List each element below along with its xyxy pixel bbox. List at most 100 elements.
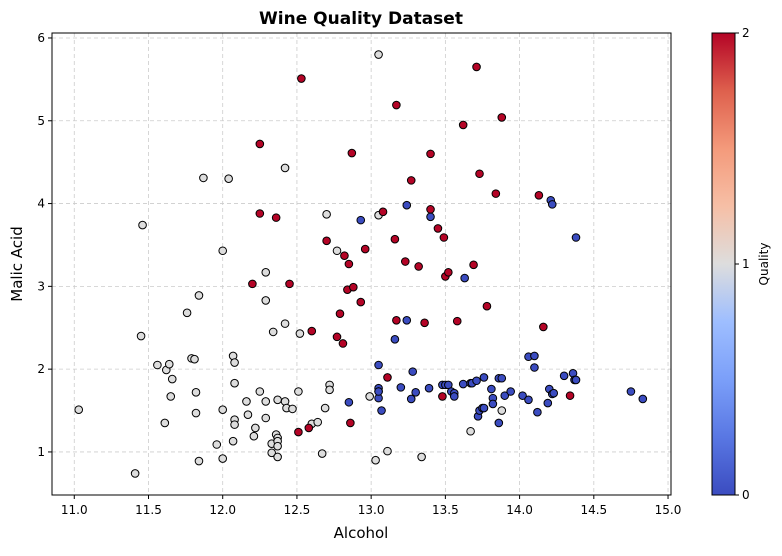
data-point-quality-2 (340, 251, 349, 261)
data-point-quality-1 (218, 405, 228, 415)
colorbar (711, 32, 736, 496)
data-point-quality-2 (438, 392, 447, 401)
data-point-quality-2 (338, 339, 348, 348)
data-point-quality-2 (452, 316, 462, 326)
data-point-quality-1 (313, 417, 323, 427)
data-point-quality-1 (242, 397, 251, 406)
data-point-quality-1 (167, 374, 177, 384)
data-point-quality-2 (420, 318, 429, 328)
data-point-quality-1 (322, 210, 331, 219)
data-point-quality-1 (160, 418, 170, 428)
plot-frame (51, 32, 672, 496)
data-point-quality-0 (500, 391, 510, 400)
data-point-quality-0 (402, 200, 412, 210)
data-point-quality-2 (347, 148, 357, 158)
data-point-quality-0 (530, 351, 539, 361)
data-point-quality-1 (261, 413, 271, 423)
data-point-quality-1 (273, 441, 282, 451)
data-point-quality-2 (472, 62, 481, 72)
data-point-quality-0 (402, 316, 412, 325)
data-point-quality-1 (255, 387, 265, 396)
data-point-quality-1 (194, 291, 204, 300)
data-point-quality-1 (273, 452, 282, 462)
data-point-quality-1 (251, 423, 260, 433)
data-point-quality-1 (273, 395, 282, 405)
data-point-quality-1 (182, 308, 192, 318)
data-point-quality-1 (164, 359, 174, 369)
data-point-quality-1 (166, 392, 176, 401)
data-point-quality-0 (424, 383, 434, 393)
x-tick-label: 11.5 (135, 503, 162, 517)
data-point-quality-2 (565, 391, 575, 400)
data-point-quality-2 (406, 176, 416, 185)
data-point-quality-2 (534, 190, 544, 200)
data-point-quality-1 (130, 469, 140, 478)
data-point-quality-1 (136, 331, 146, 341)
data-point-quality-1 (199, 173, 208, 183)
data-point-quality-0 (374, 387, 383, 396)
data-point-quality-0 (479, 373, 489, 382)
data-point-quality-2 (439, 233, 449, 242)
grid (52, 33, 671, 495)
y-tick-label: 5 (37, 114, 45, 128)
data-point-quality-2 (322, 236, 331, 246)
colorbar-ticks: 0 1 2 (735, 26, 750, 502)
data-point-quality-1 (191, 408, 201, 418)
data-point-quality-1 (294, 387, 303, 396)
y-tick-label: 1 (37, 445, 45, 459)
data-point-quality-0 (518, 391, 527, 400)
data-point-quality-0 (506, 387, 515, 396)
data-point-quality-0 (494, 418, 504, 428)
data-point-quality-1 (288, 404, 297, 414)
data-point-quality-2 (444, 267, 453, 277)
data-point-quality-1 (74, 405, 84, 415)
data-point-quality-2 (392, 100, 401, 110)
data-point-quality-2 (335, 309, 345, 318)
data-point-quality-0 (543, 398, 553, 408)
data-point-quality-1 (466, 426, 475, 436)
x-tick-label: 13.5 (432, 503, 459, 517)
data-point-quality-1 (261, 397, 271, 406)
data-point-quality-1 (268, 327, 278, 337)
colorbar-tick-label: 0 (742, 488, 750, 502)
data-point-quality-1 (280, 319, 290, 328)
y-axis-label: Malic Acid (8, 226, 26, 301)
data-point-quality-0 (547, 200, 557, 209)
chart-title: Wine Quality Dataset (259, 9, 463, 29)
data-point-quality-0 (396, 383, 406, 392)
x-tick-label: 12.5 (284, 503, 311, 517)
data-point-quality-0 (408, 367, 418, 376)
data-point-quality-2 (390, 234, 400, 244)
data-point-quality-2 (458, 120, 468, 130)
x-tick-label: 14.5 (580, 503, 607, 517)
data-point-quality-1 (267, 448, 276, 458)
data-point-quality-2 (539, 322, 548, 332)
data-point-quality-2 (400, 257, 410, 266)
data-point-quality-0 (559, 371, 569, 381)
data-point-quality-1 (243, 410, 253, 419)
data-point-quality-0 (460, 273, 469, 283)
data-point-quality-1 (224, 174, 233, 184)
data-point-quality-1 (194, 456, 204, 466)
data-point-quality-0 (571, 375, 581, 385)
data-point-quality-0 (458, 379, 468, 389)
data-point-quality-0 (638, 394, 648, 404)
data-point-quality-0 (472, 376, 481, 386)
data-point-quality-0 (479, 403, 489, 413)
x-axis-label: Alcohol (334, 524, 389, 542)
data-point-quality-2 (482, 301, 492, 311)
data-point-quality-2 (255, 209, 265, 218)
data-point-quality-2 (414, 262, 423, 271)
data-point-quality-2 (248, 279, 257, 289)
x-tick-label: 15.0 (655, 503, 682, 517)
data-point-quality-1 (228, 436, 238, 446)
colorbar-tick-label: 1 (742, 257, 750, 271)
data-point-quality-0 (377, 406, 386, 415)
data-point-quality-1 (153, 360, 162, 370)
y-tick-label: 6 (37, 31, 45, 45)
data-point-quality-2 (433, 224, 443, 233)
data-point-quality-2 (383, 373, 392, 382)
data-point-quality-1 (497, 406, 507, 415)
